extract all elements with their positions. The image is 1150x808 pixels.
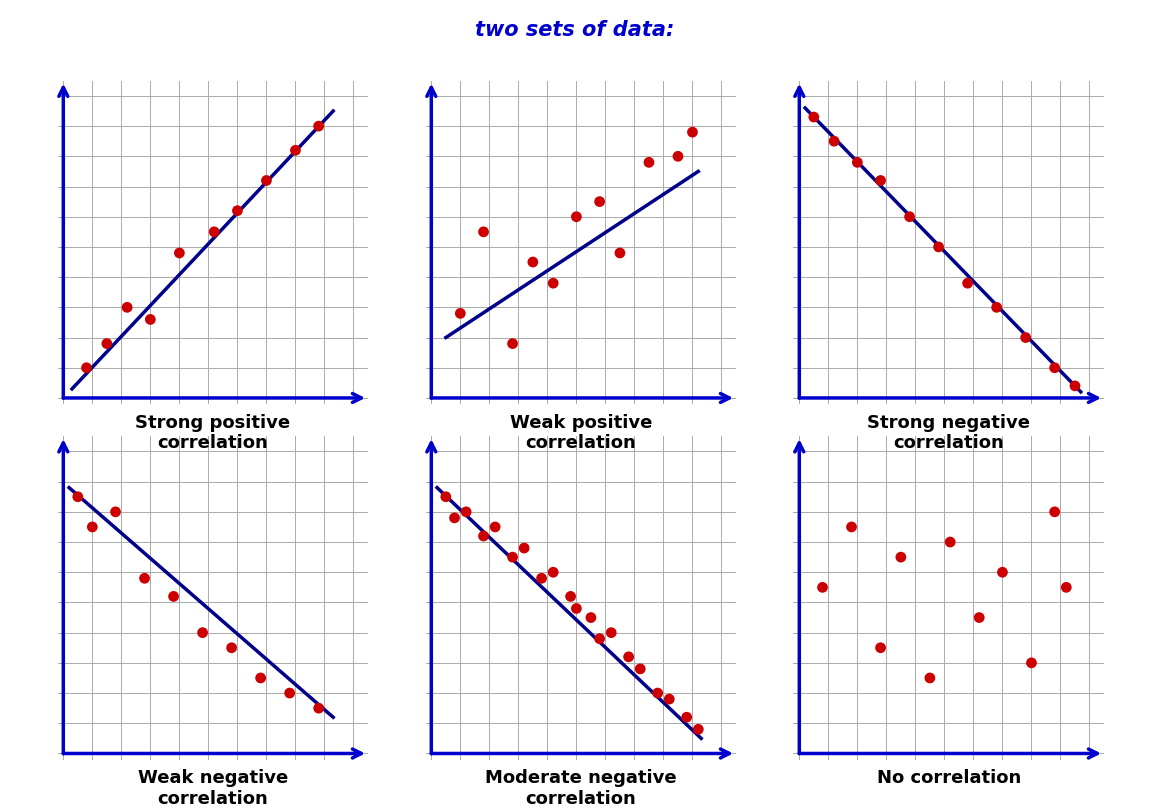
Point xyxy=(941,536,959,549)
Point xyxy=(900,210,919,223)
Point xyxy=(1022,656,1041,669)
Point xyxy=(252,671,270,684)
Point xyxy=(689,723,707,736)
Point xyxy=(98,337,116,350)
Point xyxy=(457,505,475,518)
Point xyxy=(958,276,976,289)
Text: No correlation: No correlation xyxy=(876,769,1021,787)
Point xyxy=(813,581,831,594)
Point xyxy=(849,156,867,169)
Point xyxy=(649,687,667,700)
Point xyxy=(486,520,505,533)
Point xyxy=(929,241,948,254)
Point xyxy=(106,505,124,518)
Point xyxy=(77,361,95,374)
Point xyxy=(631,663,650,675)
Point xyxy=(281,687,299,700)
Point xyxy=(891,551,910,564)
Point xyxy=(590,196,608,208)
Point xyxy=(872,642,890,654)
Point xyxy=(222,642,240,654)
Point xyxy=(532,572,551,585)
Point xyxy=(601,626,620,639)
Point xyxy=(544,276,562,289)
Text: Strong positive
correlation: Strong positive correlation xyxy=(136,414,290,452)
Point xyxy=(193,626,212,639)
Point xyxy=(677,711,696,724)
Point xyxy=(437,490,455,503)
Point xyxy=(669,149,688,162)
Point xyxy=(1045,505,1064,518)
Point xyxy=(515,541,534,554)
Point xyxy=(445,511,463,524)
Point xyxy=(567,210,585,223)
Point xyxy=(620,650,638,663)
Text: two sets of data:: two sets of data: xyxy=(475,20,675,40)
Text: Weak positive
correlation: Weak positive correlation xyxy=(509,414,652,452)
Point xyxy=(136,572,154,585)
Point xyxy=(872,174,890,187)
Point xyxy=(69,490,87,503)
Point xyxy=(825,135,843,148)
Point xyxy=(988,301,1006,314)
Point xyxy=(683,126,702,139)
Point xyxy=(567,602,585,615)
Point xyxy=(309,120,328,133)
Point xyxy=(1057,581,1075,594)
Point xyxy=(474,529,492,542)
Point xyxy=(523,255,542,268)
Text: Strong negative
correlation: Strong negative correlation xyxy=(867,414,1030,452)
Point xyxy=(141,313,160,326)
Point xyxy=(639,156,658,169)
Point xyxy=(504,337,522,350)
Point xyxy=(164,590,183,603)
Point xyxy=(228,204,246,217)
Point xyxy=(309,701,328,714)
Point xyxy=(660,692,678,705)
Point xyxy=(561,590,580,603)
Text: Weak negative
correlation: Weak negative correlation xyxy=(138,769,288,808)
Point xyxy=(842,520,860,533)
Point xyxy=(1045,361,1064,374)
Point xyxy=(969,611,988,624)
Point xyxy=(994,566,1012,579)
Point xyxy=(258,174,276,187)
Point xyxy=(1066,380,1084,393)
Point xyxy=(451,307,469,320)
Text: Moderate negative
correlation: Moderate negative correlation xyxy=(485,769,676,808)
Point xyxy=(590,632,608,645)
Point xyxy=(611,246,629,259)
Point xyxy=(118,301,137,314)
Point xyxy=(504,551,522,564)
Point xyxy=(921,671,940,684)
Point xyxy=(286,144,305,157)
Point xyxy=(474,225,492,238)
Point xyxy=(582,611,600,624)
Point xyxy=(1017,331,1035,344)
Point xyxy=(205,225,223,238)
Point xyxy=(544,566,562,579)
Point xyxy=(170,246,189,259)
Point xyxy=(83,520,101,533)
Point xyxy=(805,111,823,124)
